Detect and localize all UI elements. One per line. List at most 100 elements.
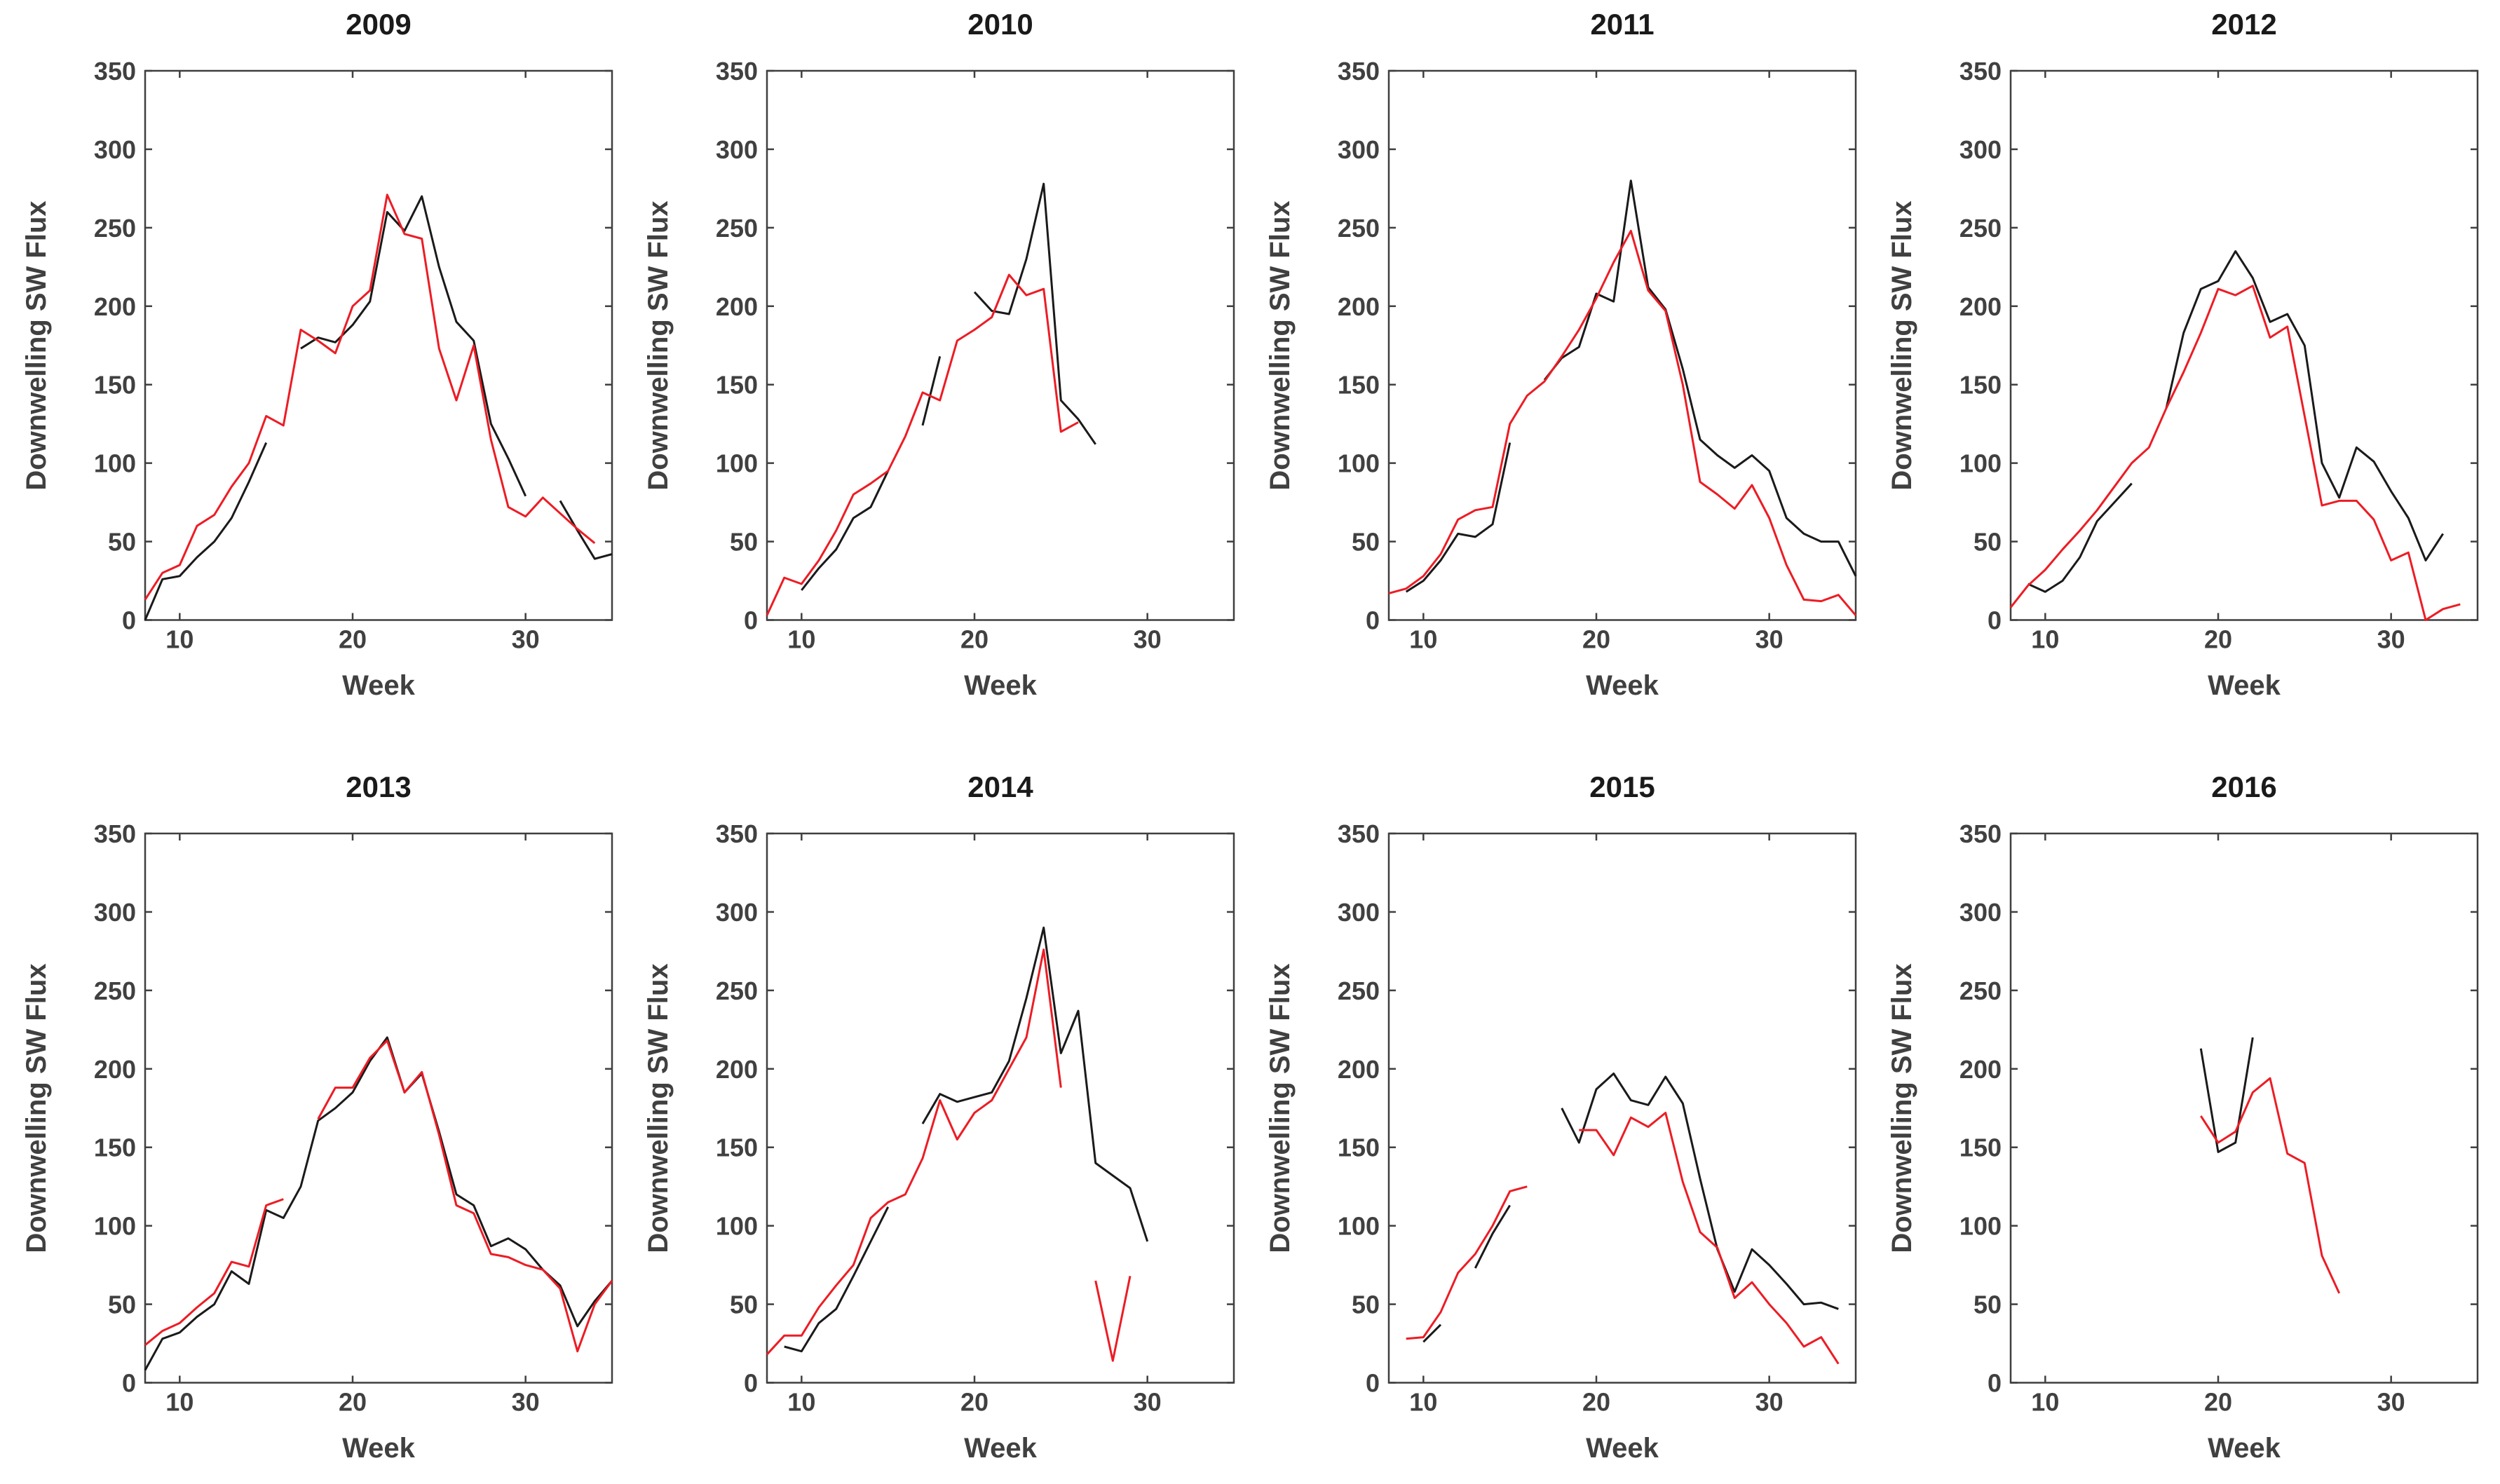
y-tick-label: 100 (94, 1211, 136, 1240)
y-tick-label: 300 (94, 897, 136, 926)
y-tick-label: 50 (1973, 1290, 2002, 1319)
subplot-title: 2009 (346, 8, 412, 41)
x-tick-label: 10 (2031, 625, 2059, 654)
subplot-title: 2015 (1589, 770, 1655, 803)
plot-border (2009, 69, 2479, 621)
x-tick-label: 10 (1409, 625, 1437, 654)
y-tick-label: 250 (1959, 976, 2002, 1005)
series-line-red (766, 273, 1079, 616)
y-axis-label: Downwelling SW Flux (1887, 962, 1917, 1253)
y-tick-label: 150 (716, 371, 758, 400)
series-line-red (1579, 1111, 1840, 1364)
series-line-red (317, 1039, 613, 1352)
y-axis-label: Downwelling SW Flux (1265, 200, 1296, 491)
subplot-cell-6: 10 20 30 0 50 100 150 200 250 300 350 2014 Downwel… (622, 763, 1244, 1484)
x-axis-label: Week (342, 670, 415, 701)
x-tick-label: 30 (512, 1387, 540, 1416)
y-tick-label: 350 (1959, 819, 2002, 848)
y-tick-label: 350 (1338, 57, 1380, 86)
subplot-title: 2016 (2211, 770, 2277, 803)
x-tick-label: 20 (960, 625, 989, 654)
x-tick-label: 10 (787, 1387, 815, 1416)
y-tick-label: 200 (1959, 1054, 2002, 1083)
x-axis-label: Week (964, 670, 1037, 701)
y-tick-label: 50 (730, 528, 758, 557)
y-axis-label: Downwelling SW Flux (1265, 962, 1296, 1253)
series-line-red (144, 193, 596, 601)
y-tick-label: 50 (1973, 528, 2002, 557)
plot-border (766, 69, 1235, 621)
y-tick-label: 100 (1959, 1211, 2002, 1240)
y-tick-label: 100 (94, 449, 136, 478)
x-tick-label: 20 (2204, 1387, 2232, 1416)
series-line-black (921, 356, 942, 426)
x-axis-label: Week (2208, 1432, 2281, 1464)
y-tick-label: 300 (1338, 897, 1380, 926)
y-tick-label: 100 (716, 1211, 758, 1240)
series-line-black (1474, 1204, 1511, 1269)
y-tick-label: 0 (744, 1368, 758, 1397)
y-tick-label: 0 (744, 606, 758, 635)
y-tick-label: 50 (108, 1290, 136, 1319)
plot-border (144, 832, 613, 1384)
y-tick-label: 350 (1959, 57, 2002, 86)
series-line-black (2165, 250, 2444, 561)
x-tick-label: 10 (165, 625, 193, 654)
subplot-title: 2012 (2211, 8, 2277, 41)
y-tick-label: 200 (1959, 292, 2002, 321)
y-tick-label: 150 (1338, 1133, 1380, 1162)
subplot-title: 2014 (967, 770, 1033, 803)
subplot-cell-4: 10 20 30 0 50 100 150 200 250 300 350 2012 Downwel… (1866, 0, 2487, 742)
x-tick-label: 30 (1755, 1387, 1784, 1416)
x-axis-label: Week (1586, 1432, 1659, 1464)
subplot-cell-7: 10 20 30 0 50 100 150 200 250 300 350 2015 Downwel… (1244, 763, 1866, 1484)
subplot-cell-8: 10 20 30 0 50 100 150 200 250 300 350 2016 Downwel… (1866, 763, 2487, 1484)
series-line-black (1422, 1323, 1442, 1342)
x-tick-label: 20 (2204, 625, 2232, 654)
x-tick-label: 30 (512, 625, 540, 654)
x-tick-label: 10 (165, 1387, 193, 1416)
series-line-red (2200, 1077, 2341, 1294)
y-tick-label: 150 (1959, 1133, 2002, 1162)
series-line-red (1406, 1185, 1528, 1340)
series-line-black (2199, 1037, 2254, 1153)
series-line-black (784, 1206, 890, 1352)
plot-border (766, 832, 1235, 1384)
y-tick-label: 150 (1959, 371, 2002, 400)
y-tick-label: 200 (1338, 292, 1380, 321)
subplot-title: 2011 (1590, 8, 1655, 41)
y-tick-label: 200 (716, 292, 758, 321)
y-tick-label: 250 (716, 214, 758, 243)
x-tick-label: 20 (339, 625, 367, 654)
subplot-title: 2013 (346, 770, 412, 803)
x-axis-label: Week (342, 1432, 415, 1464)
series-line-black (144, 442, 268, 621)
y-tick-label: 200 (1338, 1054, 1380, 1083)
subplot-title: 2010 (967, 8, 1033, 41)
y-tick-label: 100 (1338, 1211, 1380, 1240)
x-tick-label: 10 (787, 625, 815, 654)
y-tick-label: 250 (94, 976, 136, 1005)
x-tick-label: 20 (960, 1387, 989, 1416)
x-tick-label: 20 (1582, 1387, 1610, 1416)
y-axis-label: Downwelling SW Flux (21, 962, 52, 1253)
series-line-black (1405, 442, 1511, 593)
y-tick-label: 200 (94, 292, 136, 321)
y-tick-label: 300 (716, 135, 758, 164)
series-line-black (144, 1036, 613, 1370)
y-tick-label: 150 (94, 1133, 136, 1162)
y-tick-label: 150 (716, 1133, 758, 1162)
y-axis-label: Downwelling SW Flux (1887, 200, 1917, 491)
subplot-cell-5: 10 20 30 0 50 100 150 200 250 300 350 2013 Downwel… (0, 763, 622, 1484)
y-axis-label: Downwelling SW Flux (643, 962, 674, 1253)
plot-border (2009, 832, 2479, 1384)
x-tick-label: 30 (1134, 625, 1162, 654)
y-axis-label: Downwelling SW Flux (21, 200, 52, 491)
y-tick-label: 0 (122, 606, 136, 635)
series-line-red (2009, 285, 2461, 621)
y-tick-label: 300 (716, 897, 758, 926)
